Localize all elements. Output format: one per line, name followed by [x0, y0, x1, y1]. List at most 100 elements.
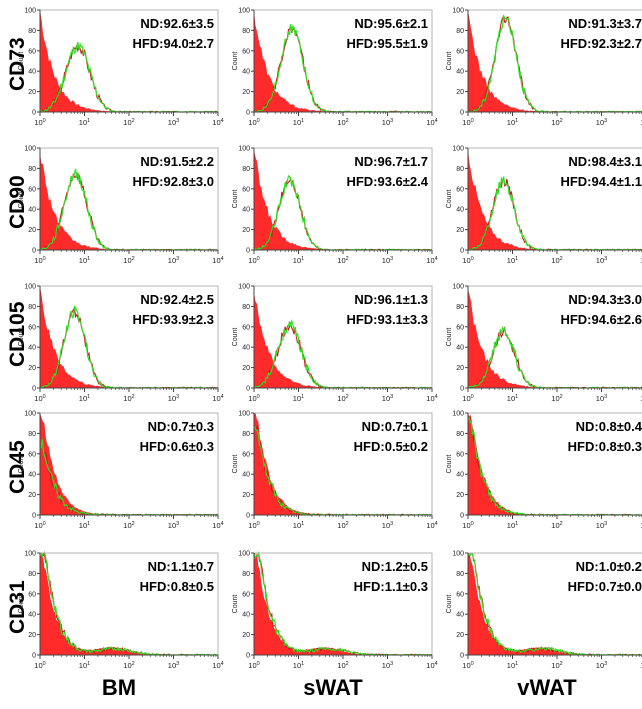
y-tick-label: 100	[24, 551, 36, 558]
x-tick-label: 100	[248, 661, 259, 670]
y-tick-label: 60	[28, 186, 36, 193]
y-tick-label: 40	[242, 69, 250, 76]
y-tick-label: 0	[32, 110, 36, 117]
column-label-bm: BM	[101, 675, 137, 700]
x-tick-label: 103	[382, 661, 393, 670]
x-tick-label: 103	[168, 394, 179, 403]
hfd-percentage-label: HFD:0.5±0.2	[354, 439, 428, 454]
y-tick-label: 60	[242, 186, 250, 193]
x-tick-label: 100	[248, 394, 259, 403]
y-axis-label: Count	[446, 328, 453, 347]
y-axis-label: Count	[446, 190, 453, 209]
hfd-percentage-label: HFD:1.1±0.3	[354, 579, 428, 594]
y-tick-label: 40	[28, 612, 36, 619]
y-tick-label: 100	[452, 146, 464, 153]
x-tick-label: 102	[551, 521, 562, 530]
nd-percentage-label: ND:1.2±0.5	[362, 559, 428, 574]
x-tick-label: 103	[168, 256, 179, 265]
x-tick-label: 104	[212, 661, 223, 670]
isotype-control-fill	[468, 289, 642, 388]
x-tick-label: 102	[337, 256, 348, 265]
y-tick-label: 40	[242, 612, 250, 619]
y-tick-label: 0	[460, 110, 464, 117]
x-tick-label: 104	[426, 118, 437, 127]
y-tick-label: 0	[460, 513, 464, 520]
y-tick-label: 40	[242, 207, 250, 214]
y-tick-label: 0	[246, 110, 250, 117]
x-tick-label: 102	[337, 394, 348, 403]
nd-percentage-label: ND:0.8±0.4	[576, 419, 642, 434]
x-tick-label: 102	[551, 661, 562, 670]
y-tick-label: 60	[28, 48, 36, 55]
x-tick-label: 103	[168, 661, 179, 670]
hfd-percentage-label: HFD:95.5±1.9	[346, 36, 428, 51]
y-tick-label: 20	[242, 365, 250, 372]
y-tick-label: 100	[238, 284, 250, 291]
x-tick-label: 100	[462, 118, 473, 127]
histogram-cd90-bm: 0 20 40 60 80 100 Count 100 101 102 103 104 ND:91.5±…	[18, 146, 224, 266]
x-tick-label: 101	[507, 661, 518, 670]
hfd-percentage-label: HFD:0.6±0.3	[140, 439, 214, 454]
x-tick-label: 101	[79, 394, 90, 403]
y-tick-label: 100	[452, 411, 464, 418]
hfd-percentage-label: HFD:92.3±2.7	[560, 36, 642, 51]
y-tick-label: 0	[460, 248, 464, 255]
y-tick-label: 40	[456, 472, 464, 479]
y-tick-label: 0	[32, 386, 36, 393]
x-tick-label: 101	[507, 521, 518, 530]
x-tick-label: 104	[212, 118, 223, 127]
y-tick-label: 60	[456, 591, 464, 598]
y-tick-label: 80	[28, 28, 36, 35]
y-tick-label: 80	[242, 166, 250, 173]
hfd-percentage-label: HFD:94.0±2.7	[132, 36, 214, 51]
y-tick-label: 40	[456, 207, 464, 214]
y-tick-label: 100	[24, 146, 36, 153]
y-tick-label: 100	[452, 284, 464, 291]
x-tick-label: 102	[337, 118, 348, 127]
y-tick-label: 0	[32, 248, 36, 255]
x-tick-label: 100	[34, 521, 45, 530]
x-tick-label: 103	[168, 521, 179, 530]
x-tick-label: 104	[640, 521, 642, 530]
y-tick-label: 40	[456, 69, 464, 76]
y-axis-label: Count	[18, 455, 25, 474]
y-tick-label: 20	[242, 632, 250, 639]
y-axis-label: Count	[232, 595, 239, 614]
y-tick-label: 0	[460, 653, 464, 660]
y-tick-label: 60	[242, 48, 250, 55]
x-tick-label: 101	[79, 661, 90, 670]
histogram-cd90-swat: 0 20 40 60 80 100 Count 100 101 102 103 104 ND:96.7±…	[232, 146, 438, 266]
y-tick-label: 100	[238, 551, 250, 558]
x-tick-label: 100	[248, 521, 259, 530]
hfd-percentage-label: HFD:93.6±2.4	[346, 174, 428, 189]
hfd-percentage-label: HFD:94.6±2.6	[560, 312, 642, 327]
y-tick-label: 20	[28, 227, 36, 234]
x-tick-label: 101	[507, 118, 518, 127]
isotype-control-fill	[468, 413, 642, 515]
nd-percentage-label: ND:92.4±2.5	[140, 292, 214, 307]
x-tick-label: 102	[123, 394, 134, 403]
column-label-swat: sWAT	[303, 675, 363, 700]
histogram-cd105-bm: 0 20 40 60 80 100 Count 100 101 102 103 104 ND:92.4±…	[18, 284, 224, 404]
x-tick-label: 104	[640, 661, 642, 670]
y-tick-label: 20	[456, 365, 464, 372]
x-tick-label: 102	[551, 394, 562, 403]
nd-percentage-label: ND:96.7±1.7	[354, 154, 428, 169]
y-tick-label: 100	[452, 551, 464, 558]
column-label-vwat: vWAT	[517, 675, 577, 700]
x-tick-label: 100	[248, 118, 259, 127]
histogram-cd31-vwat: 0 20 40 60 80 100 Count 100 101 102 103 104 ND:1.0±0…	[446, 551, 642, 670]
nd-percentage-label: ND:91.3±3.7	[568, 16, 642, 31]
histogram-cd45-vwat: 0 20 40 60 80 100 Count 100 101 102 103 104 ND:0.8±0…	[446, 411, 642, 530]
isotype-control-fill	[254, 292, 432, 388]
y-tick-label: 80	[242, 431, 250, 438]
y-axis-label: Count	[446, 455, 453, 474]
y-tick-label: 100	[452, 8, 464, 15]
x-tick-label: 100	[34, 394, 45, 403]
y-tick-label: 0	[32, 513, 36, 520]
y-tick-label: 100	[24, 411, 36, 418]
x-tick-label: 103	[382, 256, 393, 265]
y-tick-label: 20	[28, 365, 36, 372]
hfd-percentage-label: HFD:0.8±0.5	[140, 579, 214, 594]
x-tick-label: 103	[382, 118, 393, 127]
